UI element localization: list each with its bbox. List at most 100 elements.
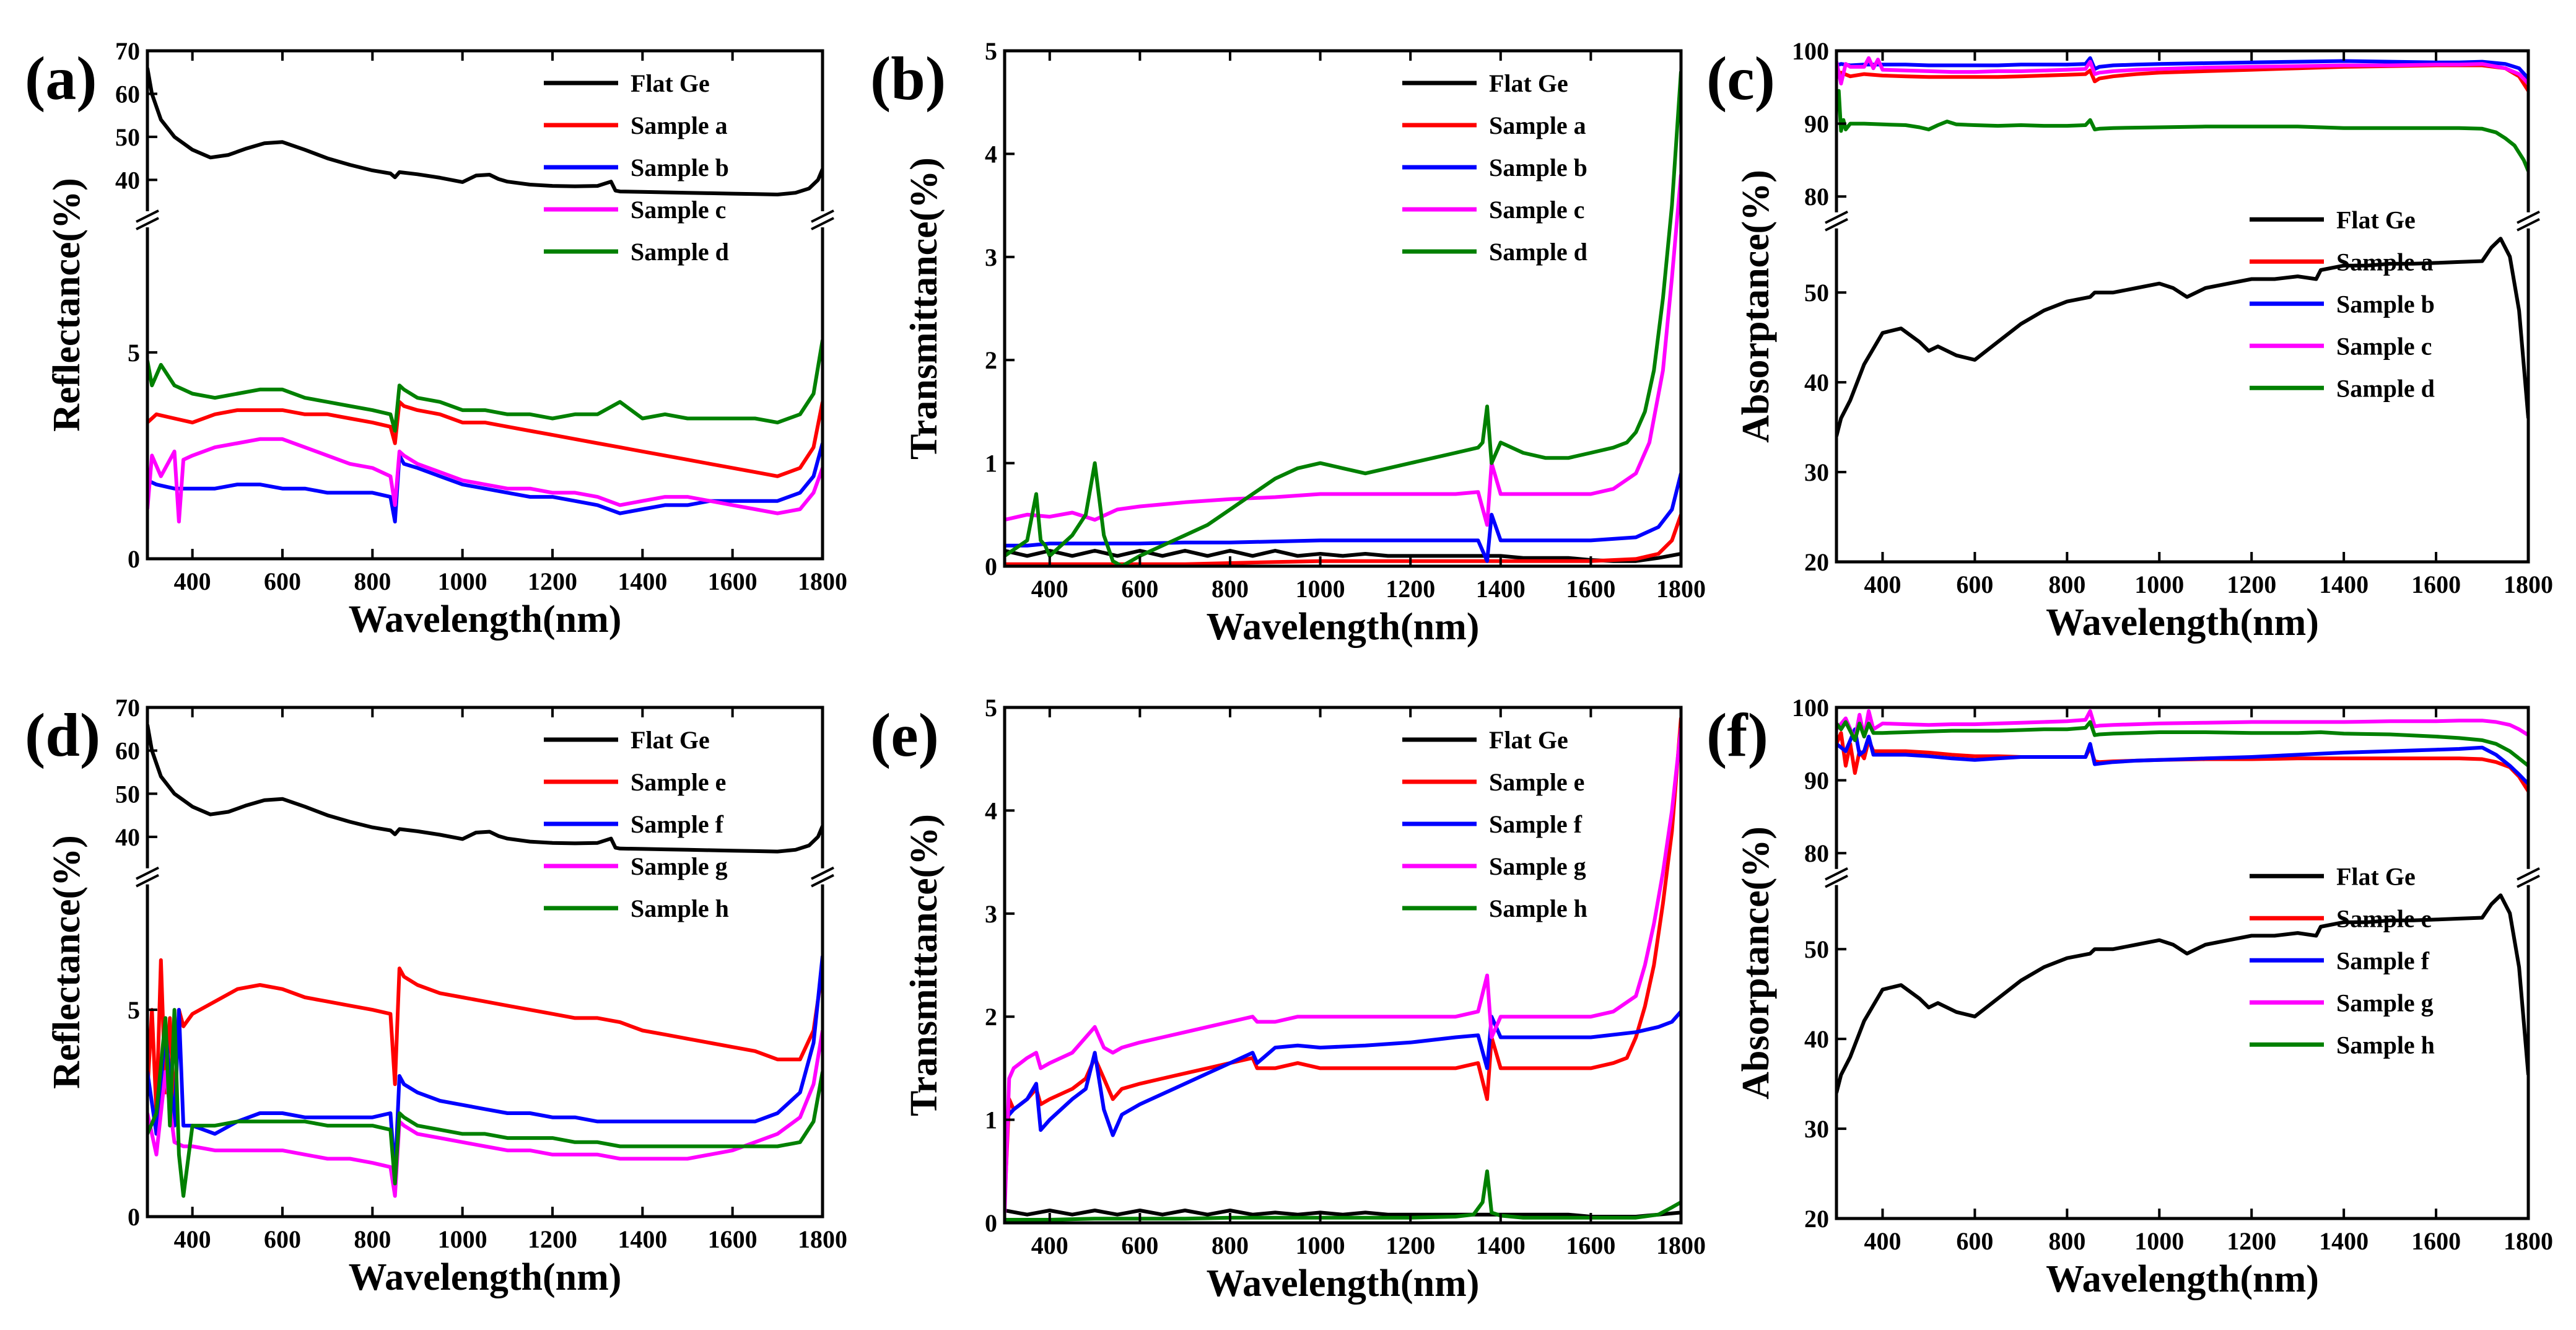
panel-e-x-tick-label: 1200 bbox=[1386, 1232, 1435, 1259]
panel-c-x-tick-label: 1000 bbox=[2134, 571, 2184, 598]
panel-f-plot-frame bbox=[1835, 706, 2530, 1220]
panel-a-y-tick-label: 60 bbox=[115, 80, 140, 108]
panel-d-y-tick-label: 70 bbox=[115, 694, 140, 722]
panel-d-y-tick-label: 40 bbox=[115, 823, 140, 851]
panel-b-legend-label: Flat Ge bbox=[1489, 69, 1568, 97]
panel-a-legend-label: Sample b bbox=[631, 154, 729, 182]
panel-f-x-tick-label: 1800 bbox=[2504, 1227, 2553, 1255]
panel-f-legend-label: Sample e bbox=[2336, 904, 2432, 932]
panel-e-label: (e) bbox=[870, 701, 939, 769]
panel-e-y-tick-label: 2 bbox=[985, 1003, 997, 1031]
panel-a-y-tick-label: 5 bbox=[128, 339, 140, 367]
panel-b-x-tick-label: 400 bbox=[1031, 575, 1068, 603]
panel-a-label: (a) bbox=[25, 44, 97, 113]
panel-b-y-tick-label: 3 bbox=[985, 243, 997, 271]
panel-f-x-tick-label: 600 bbox=[1956, 1227, 1993, 1255]
panel-f-series-group bbox=[1836, 709, 2528, 1093]
panel-d-label: (d) bbox=[25, 701, 100, 769]
panel-d-y-tick-label: 50 bbox=[115, 780, 140, 808]
panel-d-x-tick-label: 1400 bbox=[618, 1225, 667, 1253]
panel-d-x-tick-label: 1000 bbox=[438, 1225, 487, 1253]
panel-e-x-axis-title: Wavelength(nm) bbox=[1207, 1262, 1480, 1305]
panel-c-y-axis-title: Absorptance(%) bbox=[1735, 170, 1777, 443]
panel-a-axis-break-mark bbox=[811, 209, 834, 223]
panel-f-axis-break-mark bbox=[1825, 867, 1848, 881]
panel-f-x-tick-label: 1000 bbox=[2134, 1227, 2184, 1255]
panel-d-x-tick-label: 1800 bbox=[798, 1225, 847, 1253]
panel-f-y-tick-label: 90 bbox=[1804, 767, 1829, 795]
panel-e-x-tick-label: 1800 bbox=[1656, 1232, 1706, 1259]
panel-b-x-tick-label: 1800 bbox=[1656, 575, 1706, 603]
panel-c-x-tick-label: 400 bbox=[1864, 571, 1901, 598]
panel-c-label: (c) bbox=[1706, 44, 1775, 113]
panel-f-y-tick-label: 30 bbox=[1804, 1115, 1829, 1143]
panel-f-legend-label: Sample f bbox=[2336, 947, 2430, 974]
panel-c-axis-break-mark bbox=[1825, 210, 1848, 224]
panel-a-legend-label: Sample d bbox=[631, 238, 729, 266]
panel-e-x-tick-label: 400 bbox=[1031, 1232, 1068, 1259]
panel-f-axis-break-mark bbox=[2517, 867, 2540, 881]
panel-f-x-tick-label: 1200 bbox=[2227, 1227, 2276, 1255]
panel-f-x-axis-title: Wavelength(nm) bbox=[2046, 1258, 2319, 1300]
panel-a-series-sample-c bbox=[147, 437, 823, 523]
panel-a-plot-frame bbox=[146, 49, 824, 561]
panel-c-y-tick-label: 100 bbox=[1792, 37, 1829, 65]
panel-c-x-axis-title: Wavelength(nm) bbox=[2046, 602, 2319, 644]
panel-b-x-tick-label: 1600 bbox=[1566, 575, 1615, 603]
panel-b-x-tick-label: 1000 bbox=[1296, 575, 1345, 603]
panel-a-x-tick-label: 800 bbox=[354, 567, 391, 595]
panel-a-axis-break-mark bbox=[136, 217, 159, 230]
panel-c-legend-label: Sample d bbox=[2336, 374, 2435, 402]
panel-f-y-tick-label: 40 bbox=[1804, 1025, 1829, 1053]
panel-b-series-group bbox=[1005, 71, 1681, 566]
panel-f-legend-label: Sample h bbox=[2336, 1031, 2435, 1059]
panel-a-y-axis-title: Reflectance(%) bbox=[46, 178, 88, 432]
panel-c-y-tick-label: 80 bbox=[1804, 183, 1829, 211]
panel-a-series-flat-ge bbox=[147, 68, 823, 196]
panel-e-legend-label: Sample g bbox=[1489, 852, 1586, 880]
panel-d-legend-label: Flat Ge bbox=[631, 726, 710, 754]
panel-a-axis-break-mark bbox=[811, 217, 834, 230]
panel-c-x-tick-label: 1200 bbox=[2227, 571, 2276, 598]
panel-a-series-sample-d bbox=[147, 339, 823, 433]
panel-e-legend-label: Sample e bbox=[1489, 768, 1584, 796]
panel-c-legend-label: Sample a bbox=[2336, 248, 2434, 276]
panel-a-x-tick-label: 1000 bbox=[438, 567, 487, 595]
panel-c-x-tick-label: 1800 bbox=[2504, 571, 2553, 598]
panel-c-y-tick-label: 90 bbox=[1804, 110, 1829, 138]
panel-a-series-sample-a bbox=[147, 400, 823, 478]
panel-b: 400 600 800 1000 1200 1400 1600 1800 0 1 2 3 4 5 Wavel… bbox=[870, 37, 1706, 648]
panel-c-y-tick-label: 50 bbox=[1804, 279, 1829, 307]
panel-c-axis-break-mark bbox=[1825, 217, 1848, 232]
panel-d-x-tick-label: 1200 bbox=[528, 1225, 577, 1253]
panel-e-y-tick-label: 1 bbox=[985, 1106, 997, 1134]
panel-f-legend-label: Sample g bbox=[2336, 989, 2434, 1017]
panel-f-x-tick-label: 400 bbox=[1864, 1227, 1901, 1255]
panel-f-series-flat-ge bbox=[1836, 893, 2528, 1093]
panel-e-series-group bbox=[1005, 717, 1681, 1222]
panel-e-x-tick-label: 1000 bbox=[1296, 1232, 1345, 1259]
panel-d-y-tick-label: 60 bbox=[115, 737, 140, 765]
panel-c-series-group bbox=[1836, 56, 2528, 437]
panel-a-axis-break-mark bbox=[136, 209, 159, 223]
panel-e-legend-label: Sample h bbox=[1489, 895, 1587, 922]
panel-a-legend-label: Flat Ge bbox=[631, 69, 710, 97]
panel-a-y-tick-label: 70 bbox=[115, 37, 140, 65]
panel-c-y-tick-label: 40 bbox=[1804, 369, 1829, 396]
panel-f-axis-break-mark bbox=[1825, 874, 1848, 888]
panel-d-axis-break-mark bbox=[136, 873, 159, 888]
panel-c-y-tick-label: 20 bbox=[1804, 548, 1829, 576]
panel-f-x-tick-label: 800 bbox=[2048, 1227, 2085, 1255]
panel-a-y-tick-label: 50 bbox=[115, 123, 140, 151]
panel-e-series-sample-h bbox=[1005, 1169, 1681, 1222]
panel-d-series-flat-ge bbox=[147, 724, 823, 854]
panel-a-series-group bbox=[147, 68, 823, 523]
panel-a: 400 600 800 1000 1200 1400 1600 1800 0 5 40 50 60 70 W… bbox=[25, 37, 847, 641]
panel-c-x-tick-label: 600 bbox=[1956, 571, 1993, 598]
panel-d-legend-label: Sample h bbox=[631, 895, 729, 922]
panel-f-y-tick-label: 80 bbox=[1804, 839, 1829, 867]
panel-d-legend-label: Sample f bbox=[631, 810, 724, 838]
panel-f-label: (f) bbox=[1706, 701, 1768, 769]
panel-e-y-axis-title: Transmittance(%) bbox=[903, 814, 945, 1116]
panel-a-x-tick-label: 1400 bbox=[618, 567, 667, 595]
